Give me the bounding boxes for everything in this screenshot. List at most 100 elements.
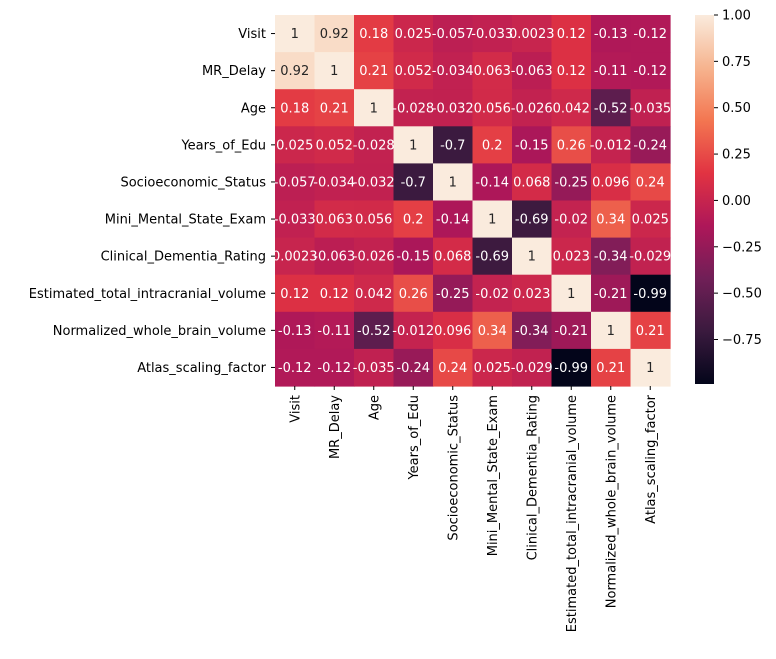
cell-annotation: 0.063 <box>474 64 511 79</box>
cell-annotation: -0.34 <box>515 324 549 339</box>
cell-annotation: 0.18 <box>359 27 388 42</box>
heatmap-cell <box>275 237 316 276</box>
cell-annotation: 0.068 <box>513 175 550 190</box>
heatmap-cell <box>591 89 632 127</box>
cell-annotation: -0.063 <box>511 64 553 79</box>
heatmap-cell <box>354 126 395 164</box>
cell-annotation: 1 <box>449 175 457 190</box>
y-tick-label: Socioeconomic_Status <box>120 175 266 190</box>
cell-annotation: 0.056 <box>355 213 392 228</box>
cell-annotation: 0.92 <box>320 27 349 42</box>
heatmap-cell <box>512 348 553 387</box>
cell-annotation: -0.032 <box>432 101 474 116</box>
heatmap-cell <box>512 163 553 202</box>
x-tick-label: Age <box>367 395 382 420</box>
heatmap-cell <box>433 126 474 164</box>
heatmap-cell <box>591 200 632 239</box>
cell-annotation: -0.057 <box>274 175 316 190</box>
cell-annotation: 0.0023 <box>509 27 555 42</box>
cell-annotation: 1 <box>528 250 536 265</box>
heatmap-cell <box>354 348 395 387</box>
heatmap-cell <box>551 15 592 53</box>
heatmap-cell <box>433 163 474 202</box>
cell-annotation: -0.24 <box>633 138 667 153</box>
heatmap-cell <box>314 200 355 239</box>
cell-annotation: -0.02 <box>475 287 509 302</box>
cell-annotation: 0.12 <box>320 287 349 302</box>
heatmap-cell <box>630 274 671 313</box>
heatmap-cell <box>512 89 553 127</box>
heatmap-cells <box>275 15 671 387</box>
cell-annotation: 0.21 <box>320 101 349 116</box>
x-tick-label: MR_Delay <box>328 395 343 459</box>
heatmap-cell <box>591 15 632 53</box>
heatmap-cell <box>551 274 592 313</box>
cell-annotation: -0.99 <box>633 287 667 302</box>
heatmap-cell <box>472 348 513 387</box>
heatmap-cell <box>354 52 395 90</box>
x-tick-label: Visit <box>288 395 303 423</box>
heatmap-cell <box>433 311 474 350</box>
colorbar-tick-label: 1.00 <box>722 9 751 24</box>
cell-annotation: 0.21 <box>359 64 388 79</box>
heatmap-cell <box>472 89 513 127</box>
heatmap-cell <box>275 15 316 53</box>
heatmap-cell <box>591 52 632 90</box>
heatmap-cell <box>512 52 553 90</box>
heatmap-cell <box>393 52 434 90</box>
cell-annotation: 0.26 <box>557 138 586 153</box>
cell-annotation: 0.025 <box>395 27 432 42</box>
heatmap-cell <box>551 237 592 276</box>
x-tick-label: Mini_Mental_State_Exam <box>486 395 501 556</box>
cell-annotation: 1 <box>370 101 378 116</box>
heatmap-cell <box>314 274 355 313</box>
heatmap-cell <box>354 163 395 202</box>
heatmap-cell <box>630 200 671 239</box>
colorbar-tick-label: 0.00 <box>722 194 751 209</box>
heatmap-cell <box>591 274 632 313</box>
heatmap-cell <box>314 15 355 53</box>
cell-annotation: 0.34 <box>596 213 625 228</box>
cell-annotation: -0.13 <box>278 324 312 339</box>
colorbar-tick-label: 0.50 <box>722 101 751 116</box>
heatmap-cell <box>433 237 474 276</box>
cell-annotation: -0.028 <box>392 101 434 116</box>
cell-annotation: -0.033 <box>274 213 316 228</box>
cell-annotation: 0.21 <box>596 361 625 376</box>
cell-annotation: -0.026 <box>511 101 553 116</box>
heatmap-cell <box>314 163 355 202</box>
heatmap-cell <box>512 311 553 350</box>
cell-annotation: -0.029 <box>511 361 553 376</box>
heatmap-cell <box>512 200 553 239</box>
x-tick-label: Estimated_total_intracranial_volume <box>565 395 580 632</box>
cell-annotation: 0.023 <box>513 287 550 302</box>
cell-annotation: -0.69 <box>475 250 509 265</box>
heatmap-cell <box>314 126 355 164</box>
y-tick-label: Normalized_whole_brain_volume <box>53 324 266 339</box>
cell-annotation: 0.063 <box>316 213 353 228</box>
cell-annotation: -0.012 <box>590 138 632 153</box>
colorbar-tick-label: −0.75 <box>722 333 762 348</box>
y-tick-label: Age <box>241 101 266 116</box>
cell-annotation: -0.012 <box>392 324 434 339</box>
y-tick-label: Mini_Mental_State_Exam <box>105 213 266 228</box>
heatmap-cell <box>512 126 553 164</box>
y-tick-label: Visit <box>238 27 266 42</box>
cell-annotation: 0.052 <box>316 138 353 153</box>
heatmap-cell <box>630 237 671 276</box>
heatmap-cell <box>393 163 434 202</box>
cell-annotation: 0.24 <box>636 175 665 190</box>
cell-annotation: 0.025 <box>632 213 669 228</box>
heatmap-cell <box>551 200 592 239</box>
cell-annotation: -0.52 <box>357 324 391 339</box>
heatmap-cell <box>630 15 671 53</box>
heatmap-cell <box>354 200 395 239</box>
heatmap-cell <box>275 311 316 350</box>
cell-annotation: -0.02 <box>554 213 588 228</box>
cell-annotation: -0.7 <box>440 138 465 153</box>
heatmap-cell <box>314 348 355 387</box>
cell-annotation: -0.11 <box>594 64 628 79</box>
cell-annotation: 0.042 <box>355 287 392 302</box>
x-tick-label: Clinical_Dementia_Rating <box>525 395 540 560</box>
